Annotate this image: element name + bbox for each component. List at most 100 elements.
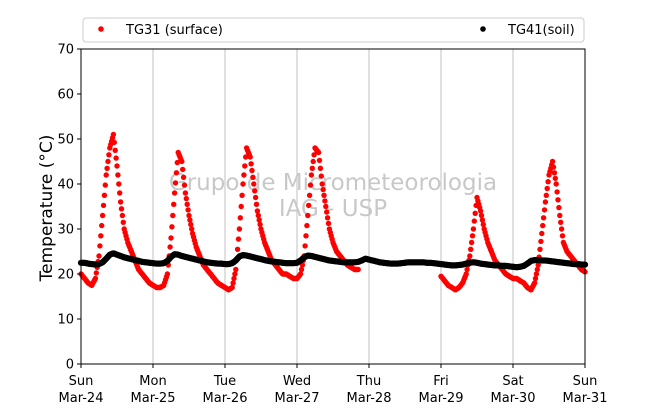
x-tick-date: Mar-27 — [275, 391, 320, 406]
data-point — [255, 212, 261, 219]
data-point — [540, 222, 546, 229]
data-point — [556, 204, 562, 211]
data-point — [534, 266, 540, 273]
series-layer — [77, 131, 589, 293]
data-point — [100, 202, 107, 209]
y-tick-label: 30 — [57, 223, 74, 238]
legend: TG31 (surface) TG41(soil) — [82, 17, 585, 43]
data-point — [478, 212, 485, 219]
data-point — [112, 147, 118, 153]
data-point — [298, 266, 305, 273]
y-tick-label: 0 — [66, 358, 74, 373]
data-point — [180, 166, 186, 173]
series-surface — [78, 131, 588, 293]
data-point — [249, 167, 255, 174]
data-point — [116, 181, 122, 187]
data-point — [97, 243, 103, 249]
data-point — [311, 152, 317, 158]
data-point — [251, 181, 257, 187]
data-point — [305, 212, 311, 219]
data-point — [238, 203, 244, 210]
data-point — [181, 182, 188, 188]
y-tick-label: 70 — [57, 43, 74, 58]
legend-frame — [82, 17, 585, 43]
data-point — [321, 192, 327, 198]
data-point — [467, 253, 473, 259]
x-tick-day: Mon — [139, 374, 166, 389]
data-point — [554, 189, 560, 195]
data-point — [550, 164, 557, 170]
data-point — [533, 271, 540, 277]
data-point — [168, 235, 174, 241]
x-tick-day: Sun — [69, 374, 94, 389]
data-point — [324, 215, 331, 221]
data-point — [325, 220, 332, 227]
data-point — [184, 201, 190, 207]
data-point — [471, 218, 477, 224]
data-point — [230, 280, 236, 286]
data-point — [186, 212, 192, 219]
data-point — [303, 233, 309, 239]
data-point — [318, 173, 324, 179]
data-point — [229, 284, 235, 291]
data-point — [171, 201, 177, 207]
data-point — [306, 192, 313, 198]
data-point — [551, 170, 558, 176]
plot-frame — [80, 48, 586, 365]
x-tick-date: Mar-31 — [563, 391, 608, 406]
data-point — [555, 197, 561, 203]
data-point — [113, 155, 119, 161]
data-point — [558, 219, 564, 225]
data-point — [535, 262, 541, 268]
data-point — [549, 158, 556, 165]
watermark-line-2: IAG - USP — [279, 196, 387, 222]
data-point — [120, 219, 127, 225]
legend-label-soil: TG41(soil) — [507, 23, 575, 38]
x-tick-date: Mar-26 — [203, 391, 248, 406]
data-point — [231, 275, 237, 282]
data-point — [297, 271, 304, 277]
legend-label-surface: TG31 (surface) — [125, 23, 223, 38]
data-point — [232, 271, 238, 277]
data-point — [257, 221, 263, 228]
data-point — [468, 239, 475, 246]
data-point — [188, 221, 194, 228]
data-point — [469, 233, 476, 239]
data-point — [538, 238, 544, 245]
x-tick-day: Wed — [283, 374, 311, 389]
data-point — [111, 139, 118, 146]
data-point — [472, 210, 478, 216]
data-point — [170, 212, 176, 219]
data-point — [183, 195, 189, 202]
data-point — [304, 222, 310, 229]
y-tick-label: 40 — [57, 178, 74, 193]
data-point — [171, 190, 178, 196]
y-tick-label: 60 — [57, 88, 74, 103]
data-point — [308, 172, 315, 178]
x-tick-day: Sun — [573, 374, 598, 389]
data-point — [302, 243, 308, 249]
data-point — [543, 192, 549, 198]
data-point — [557, 212, 563, 219]
data-point — [545, 179, 551, 185]
data-point — [119, 212, 126, 219]
data-point — [316, 157, 323, 164]
data-point — [479, 217, 486, 223]
data-point — [463, 271, 469, 277]
data-point — [187, 217, 193, 223]
data-point — [236, 226, 243, 232]
data-point — [355, 266, 361, 273]
watermark-line-1: Grupo de Micrometeorologia — [169, 170, 497, 196]
data-point — [552, 175, 558, 182]
data-point — [93, 270, 100, 276]
data-point — [310, 158, 316, 165]
data-point — [320, 186, 326, 193]
data-point — [114, 163, 120, 169]
data-point — [167, 244, 173, 250]
data-point — [117, 190, 123, 196]
data-point — [540, 215, 547, 221]
data-point — [174, 159, 180, 166]
data-point — [248, 161, 254, 167]
data-point — [247, 154, 253, 160]
